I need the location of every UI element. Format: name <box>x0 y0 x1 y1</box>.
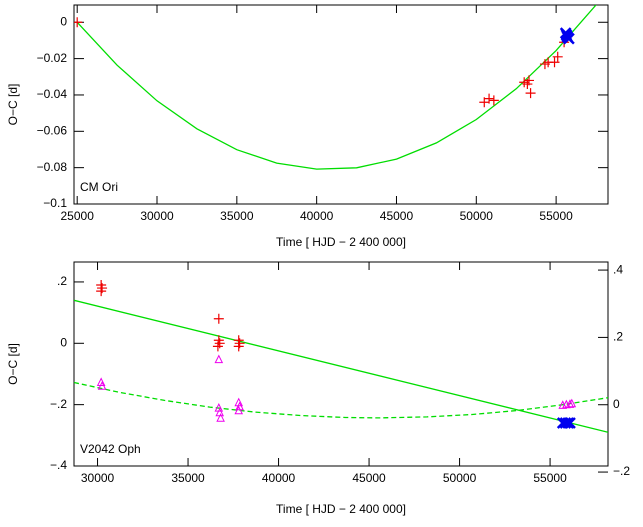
data-point <box>552 51 563 62</box>
x-tick-label: 25000 <box>61 209 95 223</box>
y-tick-label: −0.02 <box>37 51 68 65</box>
y-tick-label: −0.04 <box>37 87 68 101</box>
x-axis-label: Time [ HJD − 2 400 000] <box>276 235 406 249</box>
y-tick-label: .2 <box>57 274 67 288</box>
y-tick-label: −0.08 <box>37 160 68 174</box>
data-point <box>234 405 244 415</box>
y-tick-label: −0.06 <box>37 123 68 137</box>
data-point <box>97 283 108 294</box>
data-point <box>488 95 499 106</box>
x-tick-label: 35000 <box>220 209 254 223</box>
y-tick-label: 0 <box>60 14 67 28</box>
x-tick-label: 40000 <box>300 209 334 223</box>
plot-area <box>74 5 597 170</box>
data-point <box>523 75 534 86</box>
data-point <box>212 341 223 352</box>
x-tick-label: 30000 <box>81 471 115 485</box>
y-tick-label: −.2 <box>50 397 67 411</box>
x-tick-label: 45000 <box>380 209 414 223</box>
data-point <box>74 17 83 28</box>
y2-tick-label: .2 <box>613 330 623 344</box>
data-point <box>565 399 575 408</box>
data-point <box>562 417 575 429</box>
data-point <box>484 93 495 104</box>
annotation: V2042 Oph <box>80 442 141 456</box>
data-point <box>213 313 224 324</box>
x-tick-label: 50000 <box>443 471 477 485</box>
data-point <box>563 32 575 45</box>
fit-line <box>74 299 608 433</box>
data-point <box>233 341 244 352</box>
data-point <box>525 88 536 99</box>
x-tick-label: 55000 <box>539 209 573 223</box>
y-tick-label: −0.1 <box>43 196 67 210</box>
x-tick-label: 55000 <box>533 471 567 485</box>
y2-tick-label: −.2 <box>613 464 630 478</box>
data-point <box>214 354 224 364</box>
y-tick-label: 0 <box>60 335 67 349</box>
y-axis-label: O−C [d] <box>6 343 20 385</box>
x-tick-label: 40000 <box>262 471 296 485</box>
x-tick-label: 50000 <box>460 209 494 223</box>
y-tick-label: −.4 <box>50 458 67 472</box>
fit-line <box>74 381 608 419</box>
data-point <box>235 401 244 411</box>
data-point <box>567 398 577 408</box>
plot-area <box>74 280 608 433</box>
data-point <box>97 381 107 390</box>
data-point <box>216 413 225 422</box>
annotation: CM Ori <box>80 180 118 194</box>
fit-line <box>76 5 597 170</box>
y-axis-label: O−C [d] <box>6 84 20 126</box>
data-point <box>564 417 576 429</box>
y2-tick-label: 0 <box>613 397 620 411</box>
plot-frame <box>73 261 609 467</box>
x-tick-label: 45000 <box>352 471 386 485</box>
plot-frame <box>73 4 609 205</box>
x-axis-label: Time [ HJD − 2 400 000] <box>276 502 406 516</box>
data-point <box>559 417 572 429</box>
x-tick-label: 30000 <box>140 209 174 223</box>
x-tick-label: 35000 <box>171 471 205 485</box>
data-point <box>549 57 560 68</box>
data-point <box>96 377 106 387</box>
y2-tick-label: .4 <box>613 262 623 276</box>
